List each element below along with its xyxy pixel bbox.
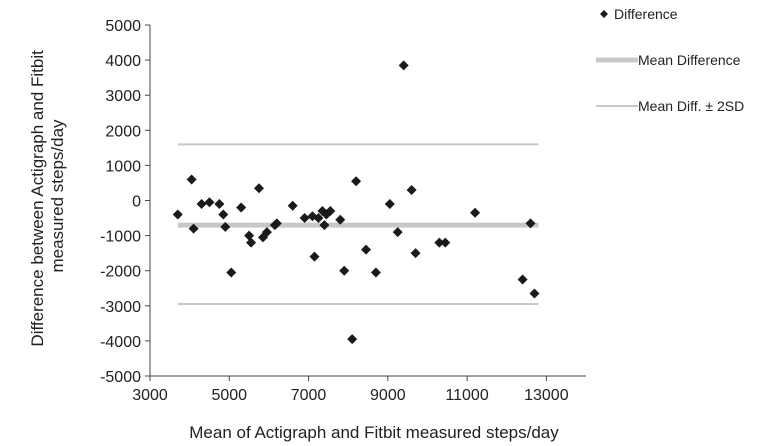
difference-point	[406, 184, 417, 195]
y-tick-label: -4000	[100, 334, 141, 351]
difference-point	[287, 200, 298, 211]
difference-point	[196, 199, 207, 210]
y-tick-label: -3000	[100, 299, 141, 316]
x-tick-label: 5000	[211, 387, 247, 404]
y-tick-label: 5000	[105, 18, 141, 35]
x-ticks: 3000 5000 7000 9000 11000 13000	[132, 376, 569, 404]
y-tick-label: 0	[132, 194, 141, 211]
difference-point	[188, 223, 199, 234]
plot-points	[172, 60, 540, 345]
difference-point	[325, 206, 336, 217]
difference-point	[335, 214, 346, 225]
difference-point	[204, 197, 215, 208]
y-tick-label: -1000	[100, 229, 141, 246]
difference-point	[529, 288, 540, 299]
y-ticks: 5000 4000 3000 2000 1000 0 -1000 -2000 -3000 -400…	[100, 18, 150, 386]
legend-label-difference: Difference	[614, 6, 678, 22]
difference-point	[313, 213, 324, 224]
x-axis-label: Mean of Actigraph and Fitbit measured st…	[189, 423, 559, 442]
y-tick-label: -5000	[100, 369, 141, 386]
difference-point	[440, 237, 451, 248]
y-tick-label: 1000	[105, 158, 141, 175]
difference-point	[392, 227, 403, 238]
difference-point	[186, 174, 197, 185]
difference-point	[410, 248, 421, 259]
y-tick-label: 4000	[105, 53, 141, 70]
difference-point	[309, 251, 320, 262]
difference-point	[172, 209, 183, 220]
x-tick-label: 7000	[291, 387, 327, 404]
y-tick-label: 2000	[105, 123, 141, 140]
difference-point	[398, 60, 409, 71]
y-axis-label-line-2: measured steps/day	[48, 119, 67, 273]
difference-point	[347, 334, 358, 345]
y-axis-label-line-1: Difference between Actigraph and Fitbit	[28, 50, 47, 347]
difference-point	[384, 199, 395, 210]
y-tick-label: -2000	[100, 264, 141, 281]
legend-marker-difference	[600, 10, 608, 18]
difference-point	[214, 199, 225, 210]
difference-point	[244, 230, 255, 241]
difference-point	[220, 221, 231, 232]
difference-point	[434, 237, 445, 248]
y-axis-label: Difference between Actigraph and Fitbit …	[28, 45, 67, 346]
difference-point	[339, 265, 350, 276]
difference-point	[299, 213, 310, 224]
difference-point	[470, 207, 481, 218]
legend-label-mean-difference: Mean Difference	[638, 52, 741, 68]
difference-point	[261, 227, 272, 238]
difference-point	[525, 218, 536, 229]
difference-point	[361, 244, 372, 255]
difference-point	[254, 183, 264, 194]
difference-point	[271, 218, 282, 229]
difference-point	[246, 237, 257, 248]
x-tick-label: 9000	[370, 387, 406, 404]
axes	[149, 25, 586, 377]
legend: Difference Mean Difference Mean Diff. ± …	[596, 6, 744, 114]
difference-point	[319, 220, 330, 231]
difference-point	[226, 267, 237, 278]
y-tick-label: 3000	[105, 88, 141, 105]
difference-point	[236, 202, 247, 213]
x-tick-label: 3000	[132, 387, 168, 404]
difference-point	[370, 267, 381, 278]
legend-label-mean-diff-2sd: Mean Diff. ± 2SD	[638, 98, 744, 114]
plot-lines	[177, 143, 539, 306]
x-tick-label: 11000	[445, 387, 488, 404]
difference-point	[218, 209, 229, 220]
difference-point	[517, 274, 528, 285]
x-tick-label: 13000	[524, 387, 569, 404]
difference-point	[351, 176, 362, 187]
